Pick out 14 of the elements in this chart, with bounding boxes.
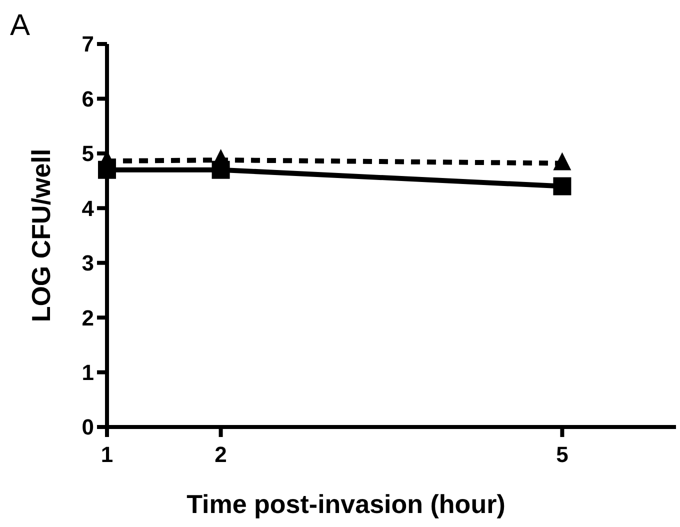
x-axis-title: Time post-invasion (hour) <box>186 489 506 519</box>
y-tick-label: 0 <box>82 414 94 440</box>
y-tick-label: 3 <box>82 250 94 276</box>
y-tick-label: 6 <box>82 86 94 112</box>
y-axis-title: LOG CFU/well <box>26 148 56 322</box>
x-tick-label: 2 <box>214 442 227 467</box>
y-tick-label: 7 <box>82 32 94 57</box>
text: A <box>10 9 30 42</box>
x-tick-label: 5 <box>556 442 568 467</box>
y-tick-label: 2 <box>82 305 94 330</box>
y-tick-label: 4 <box>82 196 95 221</box>
y-tick-label: 1 <box>82 360 94 385</box>
x-tick-label: 1 <box>100 442 114 467</box>
y-tick-label: 5 <box>82 141 94 166</box>
